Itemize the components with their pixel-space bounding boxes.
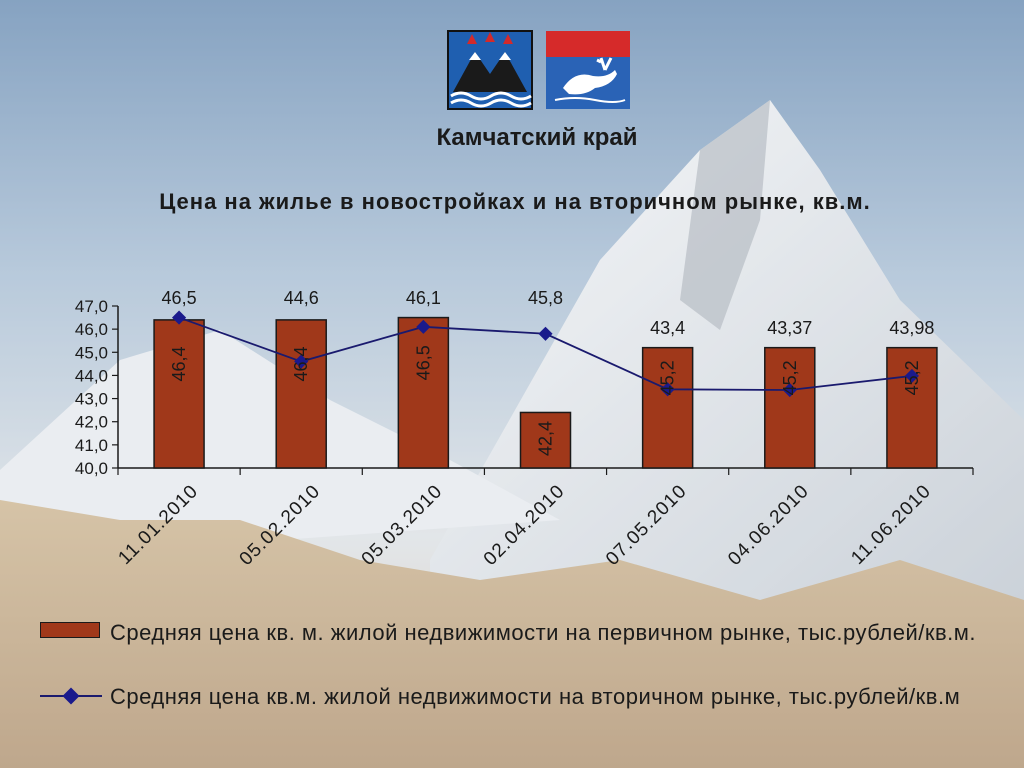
- bar: [641, 346, 694, 469]
- line-value-label: 44,6: [284, 288, 319, 308]
- kamchatka-coat-of-arms-icon: [447, 30, 533, 110]
- line-point: [782, 382, 797, 398]
- bar: [275, 319, 327, 469]
- x-category-label: 07.05.2010: [602, 481, 691, 570]
- bar: [397, 316, 450, 469]
- legend-bar-swatch: [40, 622, 100, 638]
- legend-label-secondary: Средняя цена кв.м. жилой недвижимости на…: [110, 684, 961, 709]
- x-category-label: 05.03.2010: [358, 481, 447, 570]
- bar: [519, 411, 572, 469]
- chart-title: Цена на жилье в новостройках и на вторич…: [159, 189, 871, 214]
- line-point: [538, 326, 553, 341]
- line-value-label: 43,98: [889, 318, 934, 338]
- legend-item-secondary-market: Средняя цена кв.м. жилой недвижимости на…: [40, 682, 980, 742]
- bar: [886, 346, 938, 469]
- x-category-label: 04.06.2010: [724, 481, 813, 570]
- line-point: [660, 382, 675, 397]
- legend-item-primary-market: Средняя цена кв. м. жилой недвижимости н…: [40, 618, 980, 678]
- line-value-label: 46,1: [406, 288, 441, 308]
- y-tick-label: 40,0: [75, 459, 108, 478]
- line-value-label: 43,4: [650, 318, 685, 338]
- bar-value-label: 46,5: [413, 345, 433, 380]
- x-category-label: 11.01.2010: [114, 481, 202, 569]
- bar-value-label: 45,2: [780, 360, 800, 395]
- line-point: [172, 310, 187, 325]
- line-point: [294, 354, 309, 369]
- y-tick-label: 42,0: [75, 413, 108, 432]
- bar-value-label: 45,2: [658, 360, 678, 395]
- legend-line-swatch: [40, 687, 102, 705]
- x-category-label: 05.02.2010: [236, 481, 325, 570]
- line-value-label: 46,5: [162, 288, 197, 308]
- legend-label-primary: Средняя цена кв. м. жилой недвижимости н…: [110, 620, 977, 645]
- y-tick-label: 47,0: [75, 297, 108, 316]
- koryak-okrug-coat-of-arms-icon: [545, 30, 631, 110]
- region-title: Камчатский край: [436, 124, 638, 151]
- x-category-label: 02.04.2010: [480, 481, 569, 570]
- y-tick-label: 43,0: [75, 390, 108, 409]
- line-point: [416, 319, 431, 334]
- y-tick-label: 41,0: [75, 436, 108, 455]
- y-tick-label: 45,0: [75, 343, 108, 362]
- bar-value-label: 45,2: [902, 360, 922, 395]
- bar-value-label: 46,4: [169, 346, 189, 381]
- line-point: [904, 368, 919, 383]
- line-value-label: 43,37: [767, 318, 812, 338]
- y-tick-label: 46,0: [75, 320, 108, 339]
- x-category-label: 11.06.2010: [847, 481, 935, 569]
- y-tick-label: 44,0: [75, 366, 108, 385]
- bar-value-label: 42,4: [536, 421, 556, 456]
- line-value-label: 45,8: [528, 288, 563, 308]
- bar: [764, 346, 816, 469]
- bar: [153, 319, 205, 469]
- bar-value-label: 46,4: [291, 346, 311, 381]
